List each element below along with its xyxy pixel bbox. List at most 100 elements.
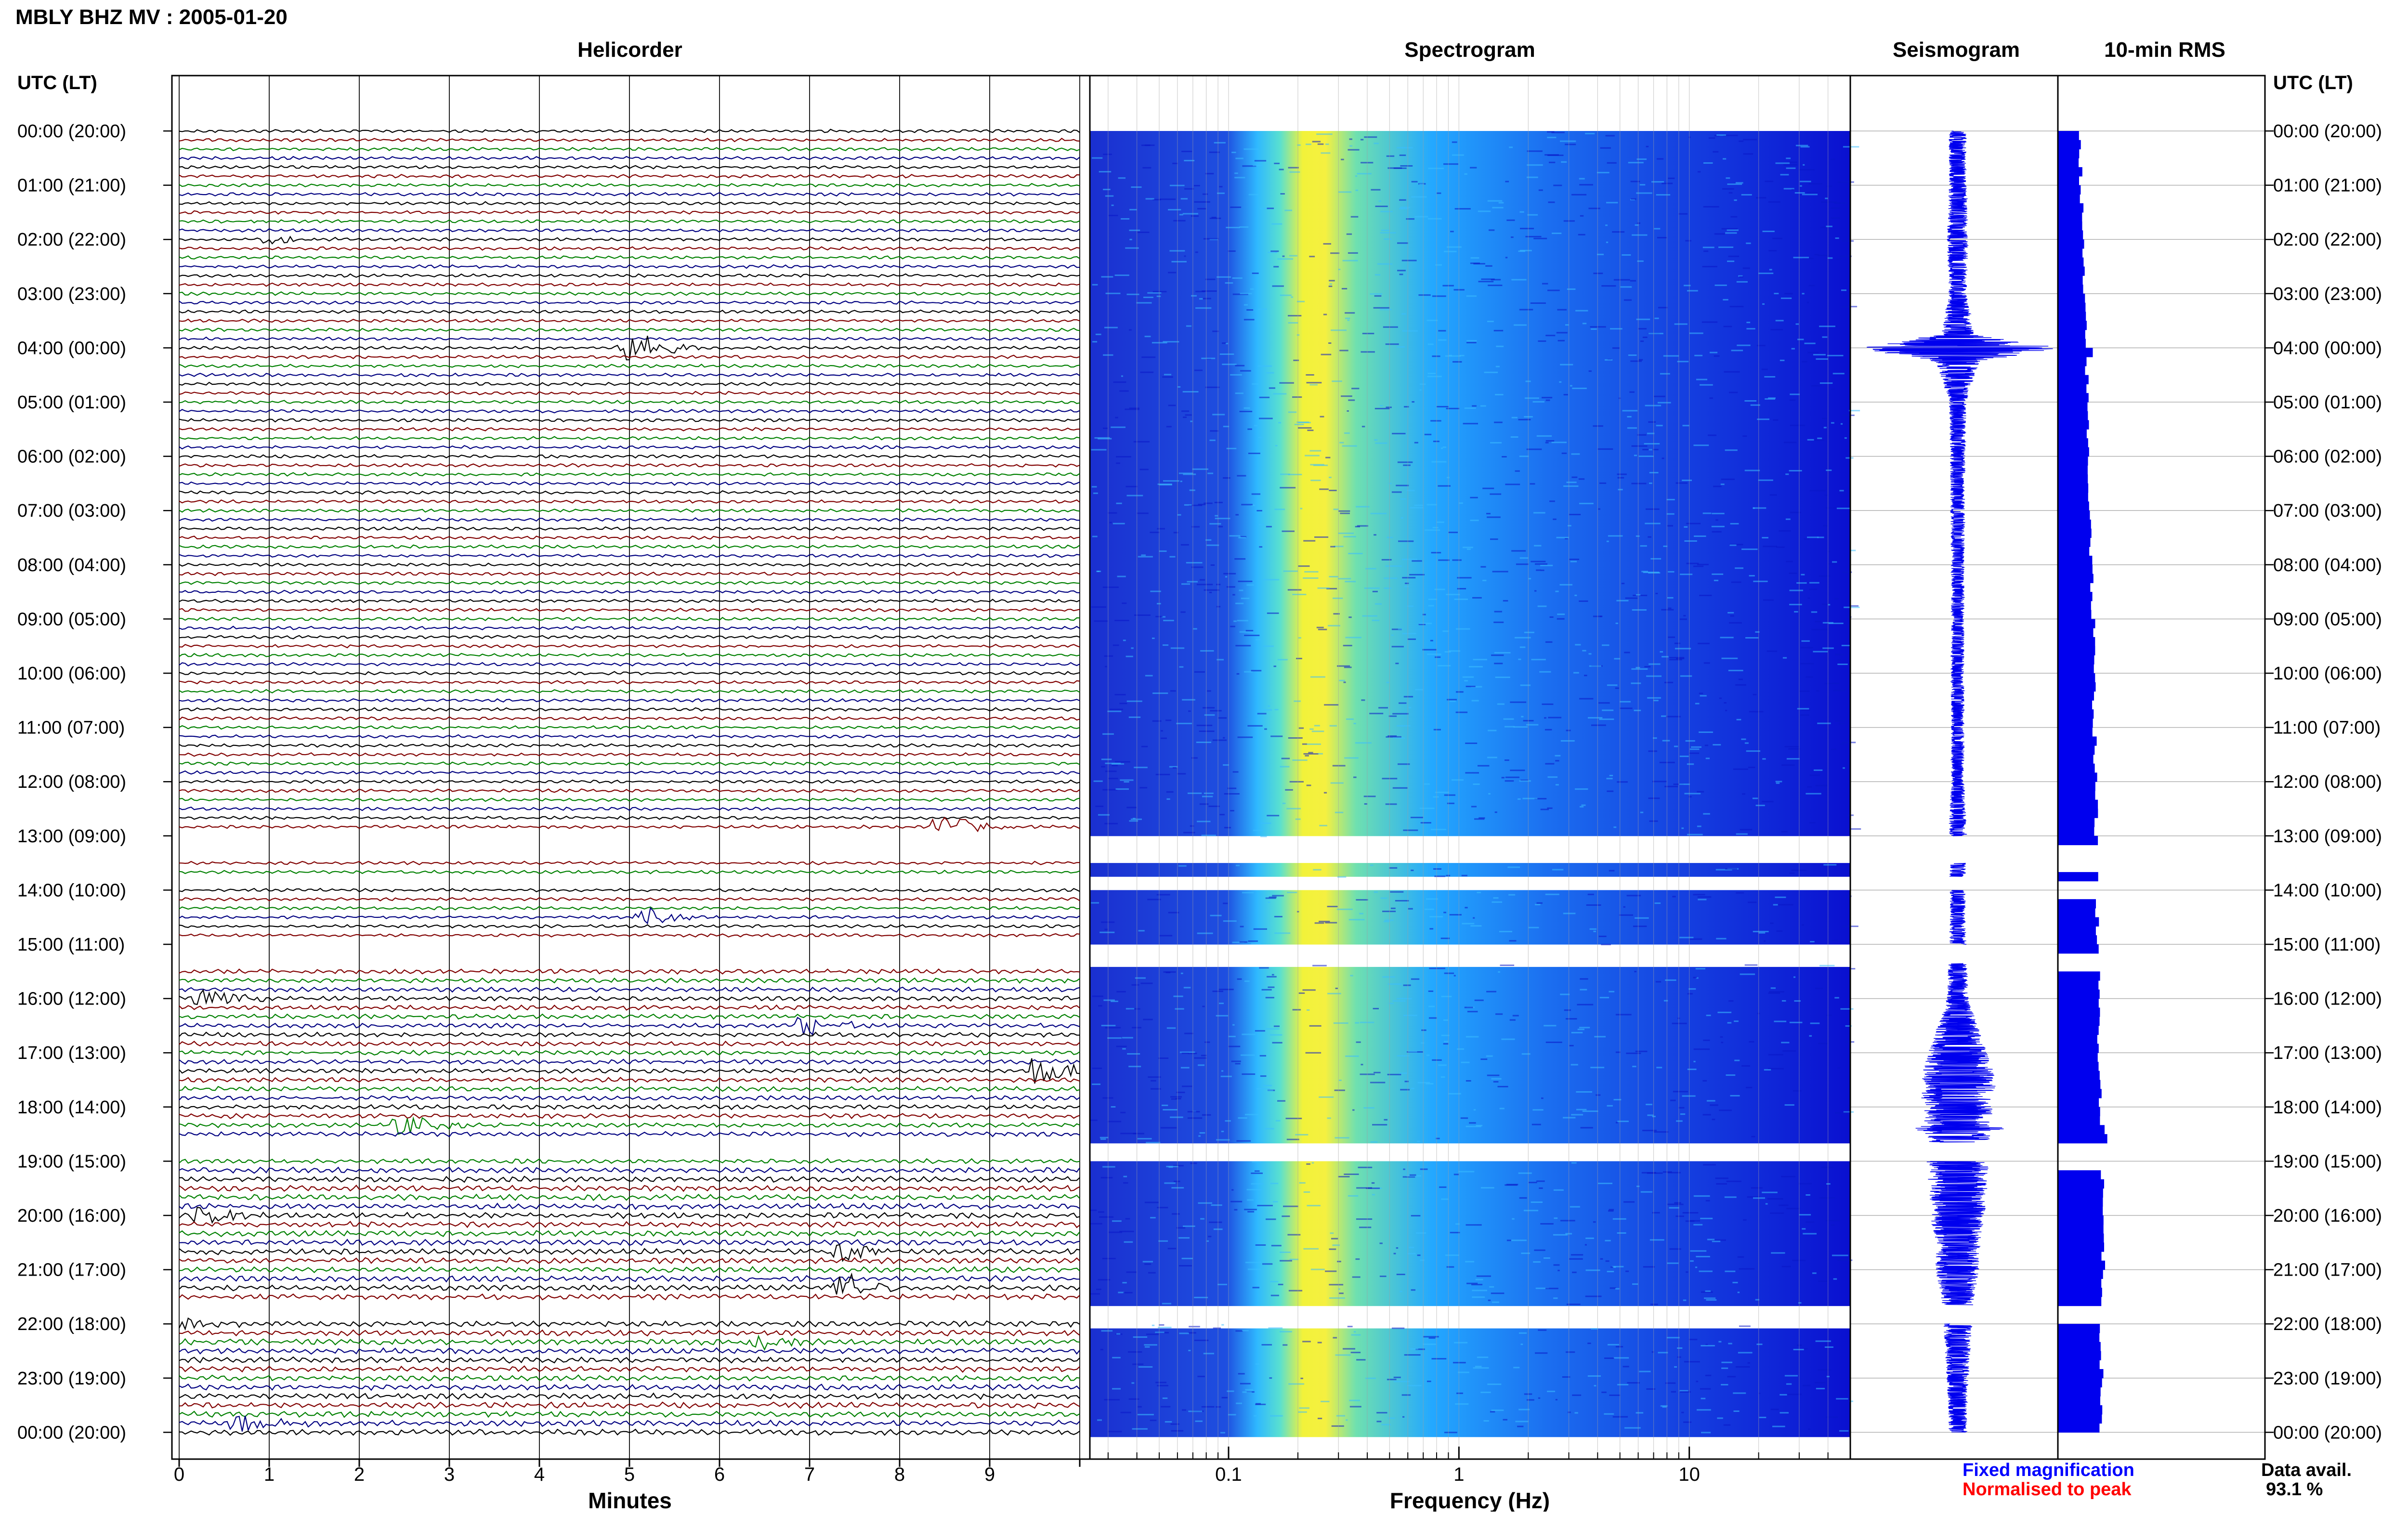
spectrogram-row (1090, 1414, 1850, 1419)
row-label-left: 12:00 (08:00) (17, 772, 126, 792)
spectrogram-speckle (1566, 482, 1577, 483)
spectrogram-speckle (1232, 941, 1244, 943)
spectrogram-speckle (1738, 1352, 1753, 1354)
spectrogram-speckle (1112, 522, 1125, 524)
spectrogram-speckle (1729, 306, 1744, 308)
spectrogram-row (1090, 605, 1850, 611)
spectrogram-speckle (1756, 1344, 1763, 1345)
spectrogram-speckle (1442, 630, 1449, 632)
spectrogram-speckle (1724, 702, 1727, 704)
rms-bar (2058, 1206, 2103, 1216)
rms-bar (2058, 691, 2094, 701)
spectrogram-speckle (1725, 709, 1727, 711)
spectrogram-speckle (1117, 575, 1126, 577)
spectrogram-speckle (1831, 207, 1841, 209)
spectrogram-speckle (1251, 670, 1262, 672)
helicorder-trace (179, 1017, 1080, 1036)
spectrogram-speckle (1606, 778, 1613, 780)
spectrogram-speckle (1789, 470, 1802, 471)
spectrogram-speckle (1466, 1224, 1482, 1226)
spectrogram-row (1090, 1215, 1850, 1220)
spectrogram-row (1090, 208, 1850, 213)
row-label-left: 19:00 (15:00) (17, 1151, 126, 1172)
spectrogram-row (1090, 447, 1850, 452)
spectrogram-speckle (1268, 1090, 1273, 1091)
spectrogram-speckle (1736, 281, 1748, 283)
spectrogram-speckle (1194, 185, 1200, 186)
spectrogram-speckle (1338, 269, 1341, 270)
helicorder-trace (179, 743, 1080, 748)
spectrogram-speckle (1720, 483, 1725, 485)
spectrogram-row (1090, 1057, 1850, 1062)
spectrogram-speckle (1167, 1248, 1177, 1250)
spectrogram-speckle (1417, 1140, 1420, 1142)
spectrogram-speckle (1191, 526, 1200, 528)
spectrogram-speckle (1653, 737, 1657, 739)
spectrogram-speckle (1495, 394, 1504, 395)
spectrogram-speckle (1781, 1042, 1790, 1044)
spectrogram-speckle (1785, 518, 1791, 520)
spectrogram-row (1090, 1197, 1850, 1202)
spectrogram-speckle (1701, 1345, 1715, 1346)
spectrogram-speckle (1816, 358, 1829, 360)
spectrogram-speckle (1161, 730, 1163, 732)
spectrogram-speckle (1580, 989, 1587, 991)
spectrogram-speckle (1184, 504, 1192, 506)
spectrogram-speckle (1621, 583, 1625, 585)
spectrogram-speckle (1195, 307, 1212, 309)
spectrogram-speckle (1651, 181, 1664, 183)
spectrogram-speckle (1723, 134, 1738, 136)
spectrogram-speckle (1609, 1394, 1621, 1396)
spectrogram-speckle (1244, 980, 1250, 982)
spectrogram-speckle (1656, 425, 1663, 427)
spectrogram-speckle (1478, 765, 1490, 767)
spectrogram-speckle (1639, 184, 1646, 186)
spectrogram-speckle (1591, 1328, 1598, 1330)
spectrogram-speckle (1194, 369, 1203, 371)
spectrogram-speckle (1424, 529, 1440, 531)
spectrogram-speckle (1768, 1068, 1784, 1070)
spectrogram-speckle (1228, 1035, 1236, 1037)
spectrogram-speckle (1239, 226, 1249, 228)
spectrogram-speckle (1814, 439, 1824, 441)
spectrogram-speckle (1138, 930, 1145, 932)
spectrogram-speckle (1256, 639, 1261, 640)
spectrogram-speckle (1105, 195, 1114, 197)
spectrogram-speckle (1372, 619, 1380, 621)
spectrogram-speckle (1801, 709, 1810, 711)
rms-bar (2058, 791, 2095, 800)
spectrogram-speckle (1646, 508, 1660, 510)
spectrogram-speckle (1288, 737, 1303, 739)
spectrogram-speckle (1774, 1020, 1787, 1022)
spectrogram-speckle (1764, 376, 1776, 378)
spectrogram-speckle (1305, 1052, 1322, 1054)
spectrogram-speckle (1431, 461, 1447, 463)
spectrogram-speckle (1460, 1117, 1468, 1119)
spectrogram-speckle (1321, 353, 1332, 355)
spectrogram-row (1090, 289, 1850, 294)
spectrogram-speckle (1310, 676, 1325, 678)
spectrogram-row (1090, 275, 1850, 281)
spectrogram-row (1090, 1030, 1850, 1035)
spectrogram-speckle (1514, 324, 1527, 326)
spectrogram-speckle (1251, 505, 1256, 506)
spectrogram-speckle (1245, 1389, 1253, 1391)
spectrogram-speckle (1340, 512, 1350, 514)
spectrogram-speckle (1580, 978, 1588, 980)
spectrogram-speckle (1345, 317, 1350, 319)
spectrogram-speckle (1689, 332, 1703, 334)
spectrogram-speckle (1323, 243, 1331, 245)
spectrogram-speckle (1515, 1421, 1529, 1423)
spectrogram-speckle (1176, 1092, 1185, 1093)
spectrogram-row (1090, 763, 1850, 769)
helicorder-background (172, 76, 1090, 1459)
spectrogram-speckle (1567, 288, 1576, 290)
spectrogram-speckle (1399, 199, 1406, 201)
spectrogram-speckle (1254, 1415, 1257, 1417)
spectrogram-speckle (1566, 1304, 1581, 1305)
spectrogram-speckle (1111, 1000, 1118, 1002)
spectrogram-row (1090, 221, 1850, 226)
spectrogram-speckle (1211, 1204, 1222, 1206)
spectrogram-speckle (1467, 1011, 1478, 1013)
spectrogram-speckle (1470, 257, 1479, 259)
